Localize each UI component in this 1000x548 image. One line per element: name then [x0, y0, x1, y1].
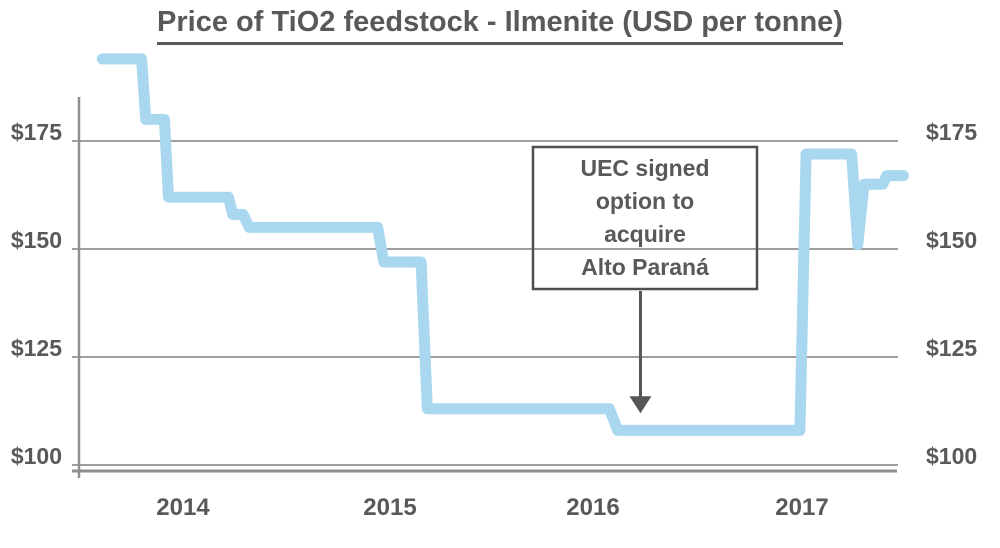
annotation-line-1: UEC signed [580, 155, 710, 181]
y-tick-right-100: $100 [926, 443, 978, 469]
y-tick-right-150: $150 [926, 227, 978, 253]
x-tick-2016: 2016 [566, 494, 620, 521]
x-tick-2017: 2017 [775, 494, 829, 521]
y-tick-left-125: $125 [10, 335, 62, 361]
chart-title: Price of TiO2 feedstock - Ilmenite (USD … [0, 6, 1000, 45]
annotation-line-2: option to [595, 188, 695, 214]
y-tick-right-125: $125 [926, 335, 978, 361]
price-line [96, 53, 909, 436]
annotation-arrowhead [629, 396, 652, 414]
chart-title-text: Price of TiO2 feedstock - Ilmenite (USD … [157, 6, 843, 45]
y-tick-right-175: $175 [926, 119, 978, 145]
gridlines [72, 140, 898, 466]
y-tick-left-175: $175 [10, 119, 62, 145]
x-tick-2015: 2015 [363, 494, 417, 521]
x-tick-2014: 2014 [156, 494, 210, 521]
annotation-line-4: Alto Paraná [581, 254, 709, 280]
annotation-text: UEC signed option to acquire Alto Paraná [533, 152, 757, 284]
y-tick-left-150: $150 [10, 227, 62, 253]
y-tick-left-100: $100 [10, 443, 62, 469]
annotation-box [531, 145, 759, 291]
annotation-line-3: acquire [604, 221, 686, 247]
